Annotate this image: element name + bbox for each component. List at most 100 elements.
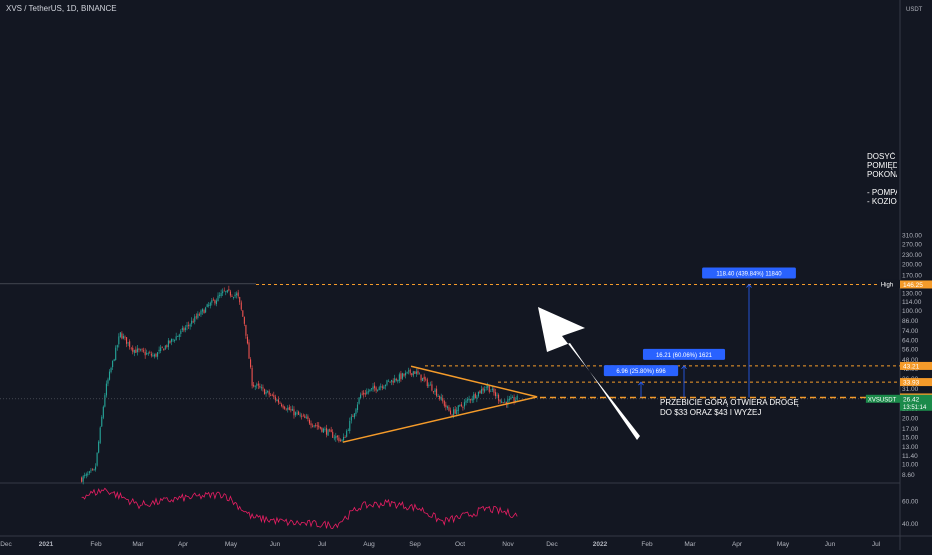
candle-body xyxy=(141,349,143,351)
candle-body xyxy=(493,388,495,393)
candle-body xyxy=(133,350,135,353)
candle-body xyxy=(161,346,163,348)
candle-body xyxy=(197,313,199,318)
price-tick-label: 56.00 xyxy=(902,347,919,354)
price-tick-label: 13.00 xyxy=(902,444,919,451)
side-annotation: DOSYĆ DU POMIĘDZ POKONAĆ - POMPA ; - KOZ… xyxy=(867,152,897,206)
candle-body xyxy=(172,339,174,341)
candle-body xyxy=(82,476,84,482)
candle-body xyxy=(282,405,284,408)
candle-body xyxy=(158,349,160,352)
candle-body xyxy=(347,429,349,431)
candle-body xyxy=(319,426,321,429)
candle-body xyxy=(352,416,354,417)
price-tick-label: 100.00 xyxy=(902,308,922,315)
candle-body xyxy=(465,400,467,403)
candle-body xyxy=(270,394,272,396)
candle-body xyxy=(391,379,393,382)
candle-body xyxy=(152,355,154,357)
candle-body xyxy=(274,396,276,401)
candle-body xyxy=(113,359,115,361)
candle-body xyxy=(510,397,512,400)
candle-body xyxy=(95,466,97,470)
candle-body xyxy=(395,379,397,381)
candle-body xyxy=(245,324,247,336)
candle-body xyxy=(501,401,503,403)
candle-body xyxy=(105,383,107,396)
time-tick-label: Apr xyxy=(732,541,743,548)
candle-body xyxy=(135,349,137,353)
candle-body xyxy=(367,391,369,393)
price-tick-label: 230.00 xyxy=(902,252,922,259)
candle-body xyxy=(414,371,416,374)
candle-body xyxy=(170,338,173,342)
candle-body xyxy=(209,302,211,306)
candle-body xyxy=(344,437,346,438)
candle-body xyxy=(350,416,352,421)
candle-body xyxy=(468,398,470,401)
rsi-line xyxy=(81,487,518,530)
candle-body xyxy=(405,372,407,376)
price-tick-label: 20.00 xyxy=(902,415,919,422)
candle-body xyxy=(215,300,218,304)
candle-body xyxy=(284,406,286,409)
candle-body xyxy=(169,340,171,343)
price-tick-label: 170.00 xyxy=(902,272,922,279)
candle-body xyxy=(90,470,92,472)
price-tag-label: High xyxy=(881,282,893,288)
candle-body xyxy=(167,340,169,348)
candle-body xyxy=(177,335,179,337)
candle-body xyxy=(349,420,351,431)
candle-body xyxy=(231,295,233,297)
rsi-tick-label: 40.00 xyxy=(902,521,919,528)
symbol-header: XVS / TetherUS, 1D, BINANCE xyxy=(6,4,117,13)
measure-arrowhead xyxy=(746,283,752,288)
candle-body xyxy=(473,394,475,400)
candle-body xyxy=(243,317,245,324)
candle-body xyxy=(226,290,228,293)
candle-body xyxy=(115,347,117,361)
candle-body xyxy=(129,341,131,348)
candle-body xyxy=(446,406,448,409)
candle-body xyxy=(184,327,187,330)
candle-body xyxy=(237,292,239,297)
candle-body xyxy=(358,397,360,404)
candle-body xyxy=(417,371,419,374)
candle-body xyxy=(505,401,507,405)
candle-body xyxy=(200,310,202,315)
candle-body xyxy=(240,302,242,310)
side-annotation-line-3: POKONAĆ xyxy=(867,170,897,179)
candle-body xyxy=(192,321,194,323)
candle-body xyxy=(375,387,377,391)
candle-body xyxy=(205,307,207,313)
candle-body xyxy=(203,310,205,314)
price-tick-label: 17.00 xyxy=(902,426,919,433)
candle-body xyxy=(364,393,366,395)
price-tick-label: 11.40 xyxy=(902,453,918,460)
candle-body xyxy=(298,411,300,415)
time-tick-label: Dec xyxy=(0,541,12,548)
candle-body xyxy=(191,320,193,324)
candle-body xyxy=(101,417,103,427)
price-tick-label: 130.00 xyxy=(902,290,922,297)
candle-body xyxy=(198,314,200,316)
candle-body xyxy=(110,367,112,372)
candle-body xyxy=(301,415,303,417)
candle-body xyxy=(336,435,338,438)
side-annotation-line-2: POMIĘDZ xyxy=(867,161,897,170)
candle-body xyxy=(380,386,382,388)
price-tick-label: 114.00 xyxy=(902,299,922,306)
candle-body xyxy=(236,293,238,295)
candle-body xyxy=(287,407,289,410)
side-annotation-line-5: - KOZIOŁ xyxy=(867,197,897,206)
candle-body xyxy=(318,425,320,428)
candle-body xyxy=(273,395,275,398)
candle-body xyxy=(254,386,256,387)
candle-body xyxy=(316,425,318,427)
candle-body xyxy=(144,351,146,356)
candle-body xyxy=(268,391,270,395)
candle-body xyxy=(456,409,458,414)
triangle-lower-trendline xyxy=(342,396,538,443)
candle-body xyxy=(85,473,87,476)
